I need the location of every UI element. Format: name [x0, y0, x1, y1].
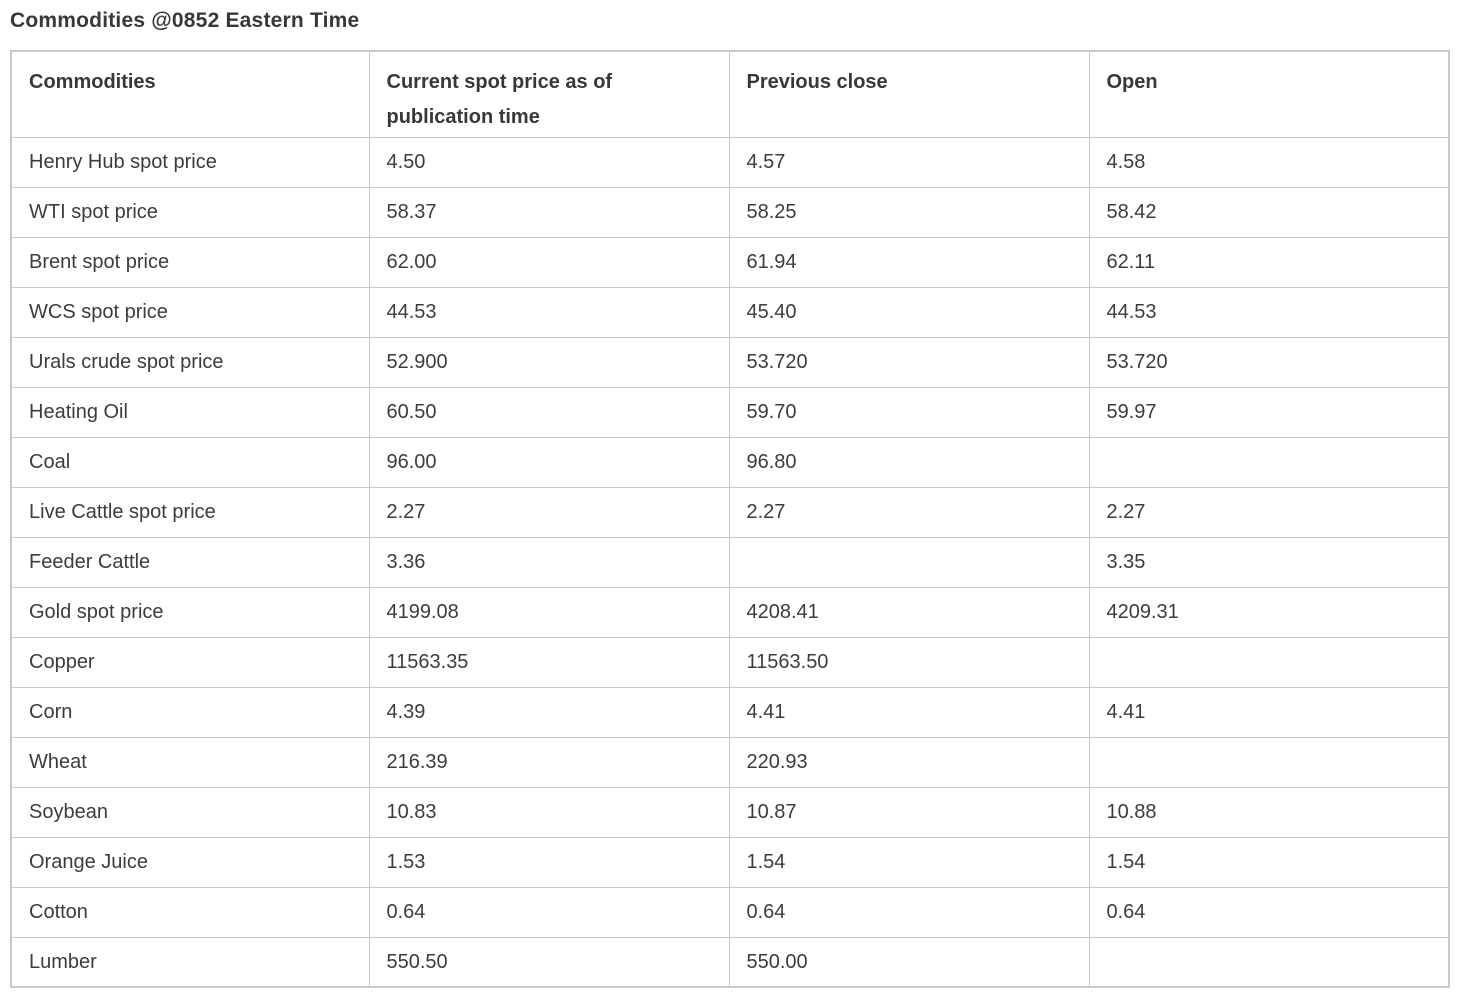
cell-open: 53.720: [1088, 336, 1450, 388]
cell-current-price: 58.37: [368, 186, 730, 238]
table-row: Soybean 10.83 10.87 10.88: [10, 786, 1450, 838]
cell-current-price: 60.50: [368, 386, 730, 438]
table-row: Corn 4.39 4.41 4.41: [10, 686, 1450, 738]
cell-open: 58.42: [1088, 186, 1450, 238]
table-body: Henry Hub spot price 4.50 4.57 4.58 WTI …: [10, 136, 1450, 988]
cell-commodity-name: Lumber: [10, 936, 370, 988]
cell-commodity-name: Henry Hub spot price: [10, 136, 370, 188]
cell-previous-close: 4208.41: [728, 586, 1090, 638]
commodities-table: Commodities Current spot price as of pub…: [10, 50, 1450, 988]
cell-current-price: 96.00: [368, 436, 730, 488]
cell-open: 0.64: [1088, 886, 1450, 938]
cell-open: [1088, 736, 1450, 788]
table-row: WCS spot price 44.53 45.40 44.53: [10, 286, 1450, 338]
cell-previous-close: 45.40: [728, 286, 1090, 338]
cell-current-price: 52.900: [368, 336, 730, 388]
table-row: WTI spot price 58.37 58.25 58.42: [10, 186, 1450, 238]
cell-current-price: 4.50: [368, 136, 730, 188]
cell-commodity-name: Cotton: [10, 886, 370, 938]
cell-commodity-name: Wheat: [10, 736, 370, 788]
cell-commodity-name: Copper: [10, 636, 370, 688]
cell-open: 3.35: [1088, 536, 1450, 588]
cell-open: 4209.31: [1088, 586, 1450, 638]
cell-commodity-name: Heating Oil: [10, 386, 370, 438]
cell-current-price: 4.39: [368, 686, 730, 738]
cell-open: [1088, 936, 1450, 988]
cell-previous-close: 1.54: [728, 836, 1090, 888]
cell-current-price: 3.36: [368, 536, 730, 588]
cell-previous-close: 220.93: [728, 736, 1090, 788]
cell-open: 10.88: [1088, 786, 1450, 838]
table-row: Copper 11563.35 11563.50: [10, 636, 1450, 688]
cell-previous-close: 0.64: [728, 886, 1090, 938]
table-row: Gold spot price 4199.08 4208.41 4209.31: [10, 586, 1450, 638]
cell-previous-close: [728, 536, 1090, 588]
cell-commodity-name: Feeder Cattle: [10, 536, 370, 588]
table-row: Live Cattle spot price 2.27 2.27 2.27: [10, 486, 1450, 538]
table-row: Brent spot price 62.00 61.94 62.11: [10, 236, 1450, 288]
cell-previous-close: 59.70: [728, 386, 1090, 438]
column-header-commodities: Commodities: [10, 50, 370, 138]
table-header: Commodities Current spot price as of pub…: [10, 50, 1450, 138]
cell-open: 62.11: [1088, 236, 1450, 288]
cell-open: 44.53: [1088, 286, 1450, 338]
column-header-previous-close: Previous close: [728, 50, 1090, 138]
cell-open: 2.27: [1088, 486, 1450, 538]
cell-commodity-name: WCS spot price: [10, 286, 370, 338]
cell-current-price: 1.53: [368, 836, 730, 888]
table-row: Heating Oil 60.50 59.70 59.97: [10, 386, 1450, 438]
table-row: Orange Juice 1.53 1.54 1.54: [10, 836, 1450, 888]
cell-commodity-name: Orange Juice: [10, 836, 370, 888]
page-title: Commodities @0852 Eastern Time: [10, 9, 360, 32]
cell-current-price: 2.27: [368, 486, 730, 538]
column-header-current-spot-price: Current spot price as of publication tim…: [368, 50, 730, 138]
cell-commodity-name: WTI spot price: [10, 186, 370, 238]
cell-previous-close: 53.720: [728, 336, 1090, 388]
cell-open: 1.54: [1088, 836, 1450, 888]
cell-open: 4.58: [1088, 136, 1450, 188]
cell-current-price: 4199.08: [368, 586, 730, 638]
cell-previous-close: 11563.50: [728, 636, 1090, 688]
cell-current-price: 550.50: [368, 936, 730, 988]
cell-current-price: 62.00: [368, 236, 730, 288]
table-row: Feeder Cattle 3.36 3.35: [10, 536, 1450, 588]
cell-commodity-name: Gold spot price: [10, 586, 370, 638]
cell-previous-close: 96.80: [728, 436, 1090, 488]
cell-previous-close: 4.57: [728, 136, 1090, 188]
cell-open: [1088, 436, 1450, 488]
cell-previous-close: 61.94: [728, 236, 1090, 288]
cell-open: 59.97: [1088, 386, 1450, 438]
cell-current-price: 0.64: [368, 886, 730, 938]
cell-previous-close: 10.87: [728, 786, 1090, 838]
header-row: Commodities Current spot price as of pub…: [10, 50, 1450, 138]
cell-current-price: 10.83: [368, 786, 730, 838]
cell-open: [1088, 636, 1450, 688]
table-row: Cotton 0.64 0.64 0.64: [10, 886, 1450, 938]
table-row: Lumber 550.50 550.00: [10, 936, 1450, 988]
cell-commodity-name: Live Cattle spot price: [10, 486, 370, 538]
table-row: Coal 96.00 96.80: [10, 436, 1450, 488]
cell-current-price: 216.39: [368, 736, 730, 788]
table-row: Wheat 216.39 220.93: [10, 736, 1450, 788]
cell-commodity-name: Coal: [10, 436, 370, 488]
cell-open: 4.41: [1088, 686, 1450, 738]
cell-previous-close: 58.25: [728, 186, 1090, 238]
column-header-open: Open: [1088, 50, 1450, 138]
cell-current-price: 44.53: [368, 286, 730, 338]
cell-current-price: 11563.35: [368, 636, 730, 688]
cell-previous-close: 4.41: [728, 686, 1090, 738]
cell-previous-close: 2.27: [728, 486, 1090, 538]
cell-commodity-name: Corn: [10, 686, 370, 738]
cell-previous-close: 550.00: [728, 936, 1090, 988]
table-row: Henry Hub spot price 4.50 4.57 4.58: [10, 136, 1450, 188]
cell-commodity-name: Soybean: [10, 786, 370, 838]
cell-commodity-name: Brent spot price: [10, 236, 370, 288]
cell-commodity-name: Urals crude spot price: [10, 336, 370, 388]
table-row: Urals crude spot price 52.900 53.720 53.…: [10, 336, 1450, 388]
